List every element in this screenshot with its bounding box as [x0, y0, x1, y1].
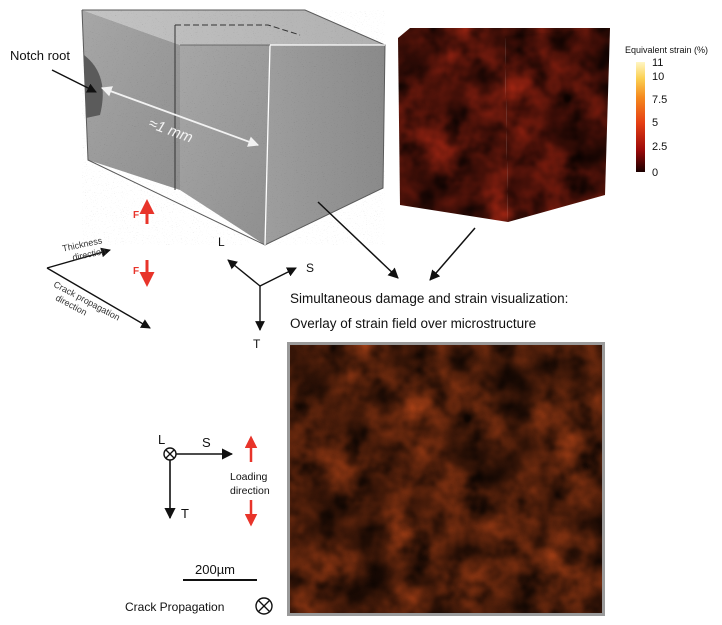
colorbar: Equivalent strain (%) 11 10 7.5 5 2.5 0 — [625, 45, 708, 179]
lst-axes-top: L S T — [218, 235, 314, 351]
overlay-title-line1: Simultaneous damage and strain visualiza… — [290, 291, 568, 306]
crack-propagation-icon — [255, 597, 273, 615]
strain-cube-side — [505, 28, 610, 222]
scale-bar-label: 200µm — [195, 562, 235, 577]
axis-T-label-bottom: T — [181, 506, 189, 521]
specimen-edge — [81, 9, 386, 246]
axis-L-label-bottom: L — [158, 432, 165, 447]
force-label-down: F — [133, 266, 139, 277]
force-label-up: F — [133, 210, 139, 221]
lst-axes-bottom: L S T — [158, 432, 234, 521]
colorbar-tick: 0 — [652, 167, 658, 179]
overlay-image — [287, 342, 605, 616]
specimen-block: ≈1 mm — [81, 9, 386, 246]
connector-arrow-left — [317, 201, 399, 279]
colorbar-tick: 11 — [652, 57, 663, 69]
crack-direction-arrow — [46, 267, 151, 329]
axis-S-label-bottom: S — [202, 435, 211, 450]
loading-direction: Loading direction — [230, 435, 270, 527]
length-arrow — [100, 86, 260, 147]
force-indicator: F F — [133, 199, 155, 287]
thickness-direction-arrow — [46, 247, 111, 269]
connector-arrow-right — [429, 227, 476, 281]
notch-root-label: Notch root — [10, 48, 70, 63]
crack-propagation-label: Crack Propagation — [125, 600, 224, 614]
thickness-direction-label: Thickness direction — [61, 235, 107, 264]
axis-L-label: L — [218, 235, 225, 249]
colorbar-tick: 5 — [652, 117, 658, 129]
loading-direction-text-2: direction — [230, 485, 270, 497]
loading-direction-text-1: Loading — [230, 471, 268, 483]
axis-S-label: S — [306, 261, 314, 275]
colorbar-tick: 10 — [652, 71, 664, 83]
colorbar-tick: 2.5 — [652, 141, 667, 153]
overlay-title-line2: Overlay of strain field over microstruct… — [290, 316, 536, 331]
loading-direction-label: Loading direction — [230, 471, 270, 497]
colorbar-gradient — [636, 62, 645, 172]
strain-cube — [398, 28, 610, 222]
notch-root-arrow — [51, 69, 97, 93]
colorbar-tick: 7.5 — [652, 94, 667, 106]
axis-T-label: T — [253, 337, 261, 351]
strain-cube-front — [398, 36, 508, 222]
colorbar-title: Equivalent strain (%) — [625, 45, 708, 55]
direction-axes: Thickness direction Crack propagation di… — [46, 235, 151, 329]
